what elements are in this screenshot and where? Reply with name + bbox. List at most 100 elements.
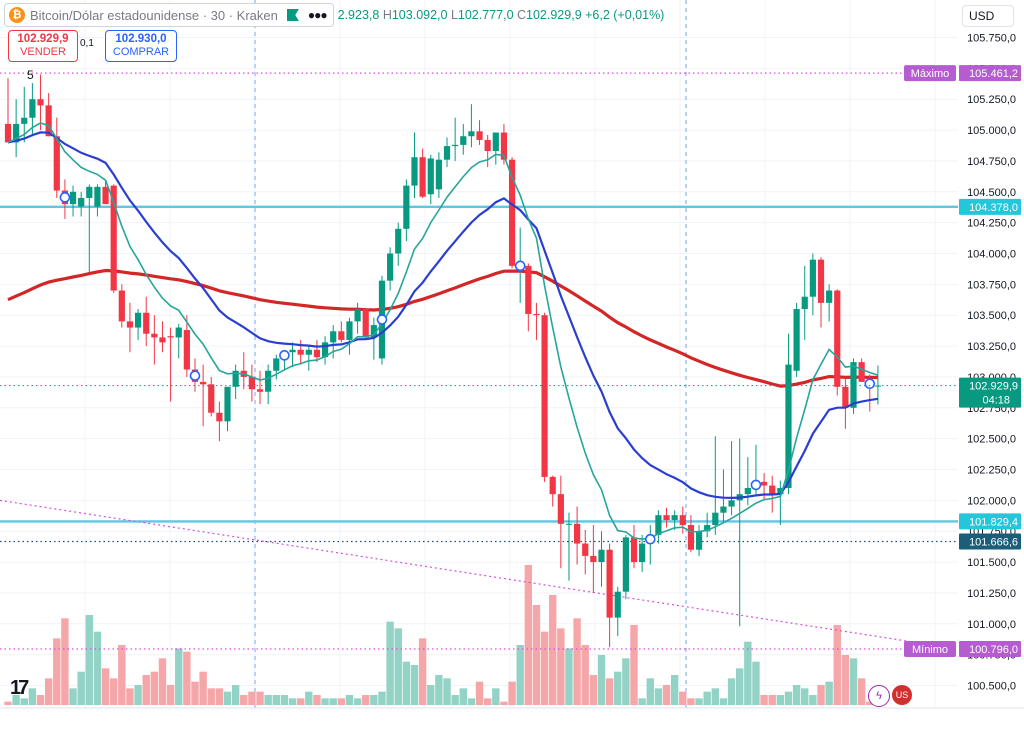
candle [533,302,540,340]
candle-body [817,259,825,303]
volume-bar [744,641,752,705]
axis-tick-label: 104.500,0 [967,187,1016,199]
candle-body [598,549,605,563]
axis-tick-label: 105.000,0 [967,125,1016,137]
candle-body [45,105,52,137]
candle-body [590,555,597,563]
candle-body [118,290,125,322]
candle [614,586,621,637]
axis-tick-label: 104.000,0 [967,249,1016,261]
flag-icon[interactable] [286,9,299,21]
volume-bar [288,698,297,705]
candle [330,325,337,359]
candle-body [557,494,564,524]
axis-tick-label: 103.500,0 [967,310,1016,322]
level-name-tag: Máximo [904,65,956,82]
indicator-count[interactable]: 5 [27,68,34,82]
volume-bar [134,685,142,705]
volume-bar [36,695,45,705]
candle-body [143,312,150,334]
volume-series [4,565,882,705]
candle-body [435,159,442,190]
candle-body [541,315,548,477]
volume-bar [776,695,785,705]
candle-body [671,515,678,521]
level-label-text: 101.829,4 [969,516,1018,528]
last-price-bg [959,377,1021,408]
tradingview-logo[interactable]: 17 [10,677,29,699]
volume-bar [825,681,833,705]
level-label-bg [959,65,1021,82]
volume-bar [638,698,646,705]
volume-bar [215,688,224,705]
candle-body [362,309,369,338]
candle-body [321,342,329,358]
candle [760,473,768,501]
candle [37,74,44,131]
candle [671,510,678,530]
volume-bar [492,688,500,705]
candle-body [460,136,467,145]
candle [321,336,329,365]
candle-body [330,331,337,343]
candle [443,137,451,168]
volume-bar [597,655,606,705]
candle-body [834,290,841,387]
volume-bar [231,685,240,705]
candle [21,86,28,143]
candle [45,93,52,137]
candle [297,339,304,365]
candle-body [492,132,499,152]
candle [630,525,638,569]
level-label: 105.461,2 [959,65,1021,82]
level-label-text: 105.461,2 [969,68,1018,80]
buy-price: 102.930,0 [115,33,167,45]
candle [468,104,475,148]
price-axis: 105.750,0105.500,0105.250,0105.000,0104.… [958,0,1024,735]
us-flag-icon[interactable]: US [892,685,912,705]
candle [387,247,394,291]
volume-bar [784,691,793,705]
price-axis-bg [958,0,1024,735]
candle-body [582,543,589,556]
volume-bar [427,685,435,705]
sell-button[interactable]: 102.929,9 VENDER [8,30,78,62]
candle [338,321,345,343]
volume-bar [199,671,207,705]
last-price-tag: 102.929,9 04:18 [959,377,1021,408]
volume-bar [768,695,776,705]
buy-button[interactable]: 102.930,0 COMPRAR [105,30,177,62]
axis-tick-label: 103.250,0 [967,341,1016,353]
volume-bar [435,675,443,705]
volume-bar [866,701,874,705]
candle-body [370,325,377,338]
currency-selector[interactable]: USD [962,5,1014,27]
signal-marker [864,378,876,390]
ema-long-line [7,268,878,388]
more-icon[interactable]: ●●● [307,8,328,22]
volume-bar [12,695,20,705]
candle [728,441,735,516]
volume-bar [150,671,159,705]
volume-bar [630,625,638,705]
bolt-icon[interactable]: ϟ [868,685,890,707]
candle [492,132,499,165]
volume-bar [85,615,93,705]
candle [655,510,662,544]
candle-body [728,500,735,507]
level-label: 101.666,6 [959,533,1021,550]
candle [411,132,418,198]
symbol-selector[interactable]: ₿ Bitcoin/Dólar estadounidense · 30 · Kr… [4,3,334,27]
volume-bar [727,678,736,705]
candle-body [712,512,719,526]
axis-tick-label: 101.250,0 [967,588,1016,600]
candle-body [29,99,36,118]
candle [143,296,150,347]
volume-bar [711,688,720,705]
volume-bar [61,618,69,705]
level-name-bg [904,65,956,82]
candle [224,386,231,432]
axis-tick-label: 105.750,0 [967,33,1016,45]
